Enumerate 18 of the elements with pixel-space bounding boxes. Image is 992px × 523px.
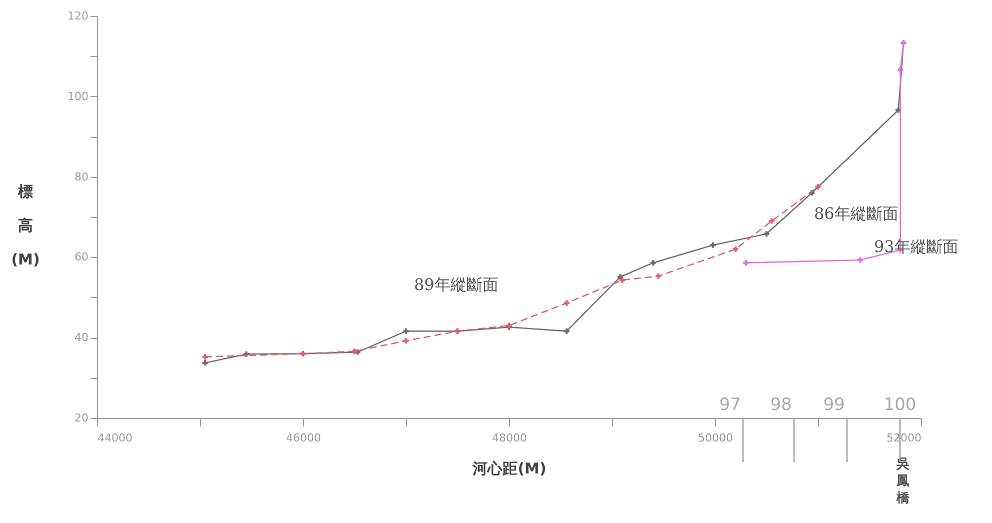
x-axis-title: 河心距(M) — [472, 460, 546, 478]
y-tick-label: 80 — [74, 170, 88, 184]
x-tick-label: 48000 — [492, 432, 527, 444]
y-tick-label: 120 — [68, 10, 88, 22]
annotation: 97 — [719, 395, 741, 415]
y-tick-label: 40 — [74, 331, 88, 344]
annotation: 89年縱斷面 — [414, 275, 498, 294]
x-tick-label: 46000 — [286, 432, 321, 444]
y-tick-label: 60 — [74, 250, 88, 264]
annotation: 98 — [770, 395, 792, 415]
y-tick-label: 100 — [68, 90, 88, 103]
x-tick-label: 44000 — [98, 432, 132, 444]
x-tick-label: 50000 — [698, 432, 733, 444]
y-axis-title: 標高(M) — [11, 182, 40, 268]
annotation: 99 — [823, 395, 845, 415]
y-tick-label: 20 — [74, 412, 88, 424]
annotation: 100 — [884, 395, 916, 415]
annotation: 86年縱斷面 — [814, 204, 898, 223]
